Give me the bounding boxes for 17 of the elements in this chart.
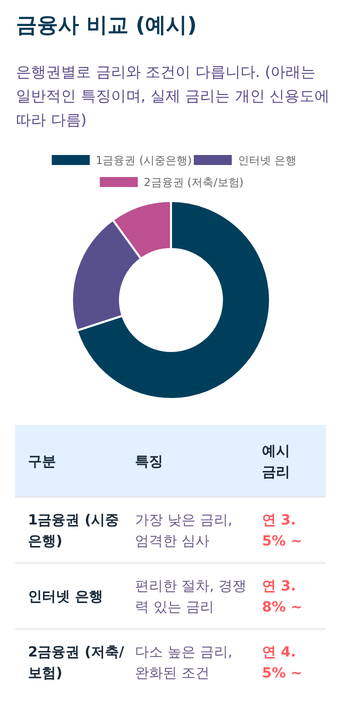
text: 인터넷 은행: [28, 588, 103, 605]
text: 편리한 절차, 경쟁력 있는 금리: [135, 578, 246, 616]
text: 특징: [135, 454, 163, 470]
text: 연 3.8% ~: [262, 578, 302, 616]
text: 1금융권 (시중은행): [28, 512, 120, 550]
legend-label: 1금융권 (시중은행): [96, 154, 192, 167]
chart-subtitle: 은행권별로 금리와 조건이 다릅니다. (아래는 일반적인 특징이며, 실제 금리는 개인 신용도에 따라 다름): [16, 63, 330, 129]
text: 연 3.5% ~: [262, 512, 302, 550]
chart-title: 금융사 비교 (예시): [16, 13, 197, 37]
text: 예시 금리: [262, 443, 290, 480]
text: 가장 낮은 금리, 엄격한 심사: [135, 512, 232, 550]
text: 다소 높은 금리, 완화된 조건: [135, 644, 232, 682]
text: 연 4.5% ~: [262, 644, 302, 682]
text: 구분: [28, 454, 56, 470]
legend-label: 2금융권 (저축/보험): [144, 176, 244, 189]
text: 2금융권 (저축/보험): [28, 644, 126, 682]
legend-label: 인터넷 은행: [238, 154, 296, 167]
